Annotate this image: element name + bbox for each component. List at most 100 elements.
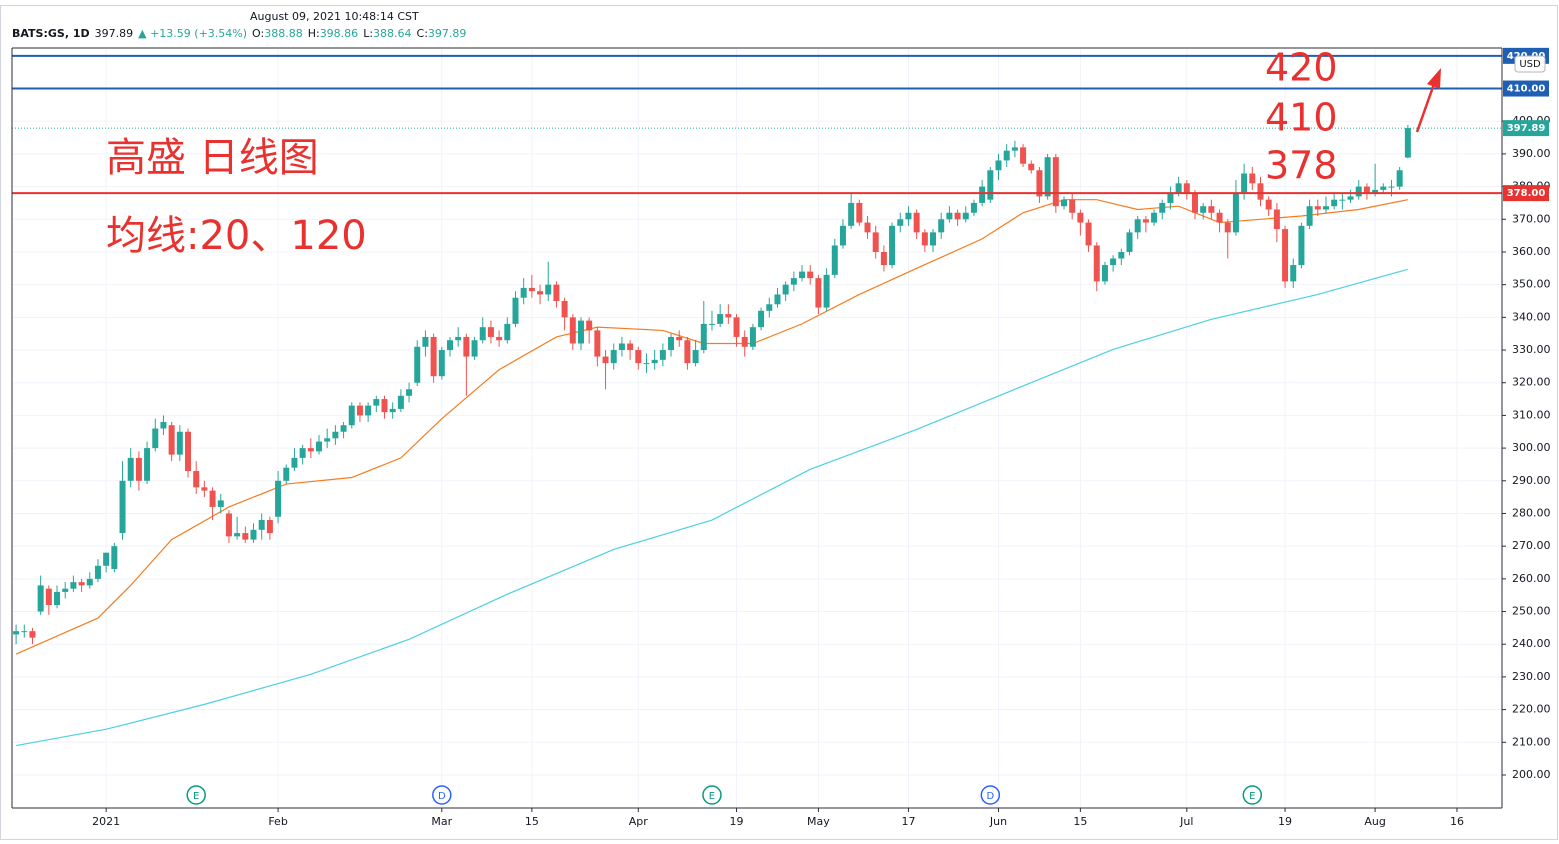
timestamp: August 09, 2021 10:48:14 CST bbox=[250, 10, 419, 23]
event-marker bbox=[432, 785, 452, 805]
y-tick-label: 290.00 bbox=[1512, 474, 1551, 487]
candle-body bbox=[45, 588, 52, 606]
level-label-box bbox=[1503, 185, 1549, 202]
candle-body bbox=[790, 278, 797, 285]
candle-body bbox=[995, 160, 1002, 171]
x-tick-label: May bbox=[807, 815, 830, 828]
candle-body bbox=[1314, 206, 1321, 210]
candle-body bbox=[152, 428, 159, 449]
y-tick-label: 250.00 bbox=[1512, 605, 1551, 618]
candle-body bbox=[553, 284, 560, 302]
candle-body bbox=[520, 287, 527, 298]
candle-body bbox=[930, 232, 937, 246]
candle-body bbox=[1044, 157, 1051, 197]
level-label: 378.00 bbox=[1507, 188, 1546, 199]
candle-body bbox=[1101, 265, 1108, 282]
y-tick-label: 370.00 bbox=[1512, 212, 1551, 225]
candle-body bbox=[54, 591, 61, 606]
candle-body bbox=[962, 212, 969, 220]
candle-body bbox=[1249, 173, 1256, 184]
ohlc-value: 398.86 bbox=[320, 27, 359, 40]
candle-body bbox=[1167, 193, 1174, 203]
annotation-ma: 均线:20、120 bbox=[106, 213, 367, 259]
candle-body bbox=[1380, 186, 1387, 190]
x-tick-label: 2021 bbox=[92, 815, 120, 828]
candle-body bbox=[1282, 229, 1289, 282]
candle-body bbox=[512, 297, 519, 324]
candle-body bbox=[979, 186, 986, 203]
candle-body bbox=[733, 317, 740, 337]
candle-body bbox=[307, 448, 314, 452]
y-tick-label: 360.00 bbox=[1512, 245, 1551, 258]
candle-body bbox=[1339, 199, 1346, 201]
ohlc-value: 388.64 bbox=[373, 27, 412, 40]
y-tick-label: 340.00 bbox=[1512, 310, 1551, 323]
candle-body bbox=[766, 304, 773, 311]
candle-body bbox=[438, 350, 445, 377]
candle-body bbox=[299, 448, 306, 458]
event-marker bbox=[702, 785, 722, 805]
candle-body bbox=[487, 327, 494, 337]
y-tick-label: 220.00 bbox=[1512, 703, 1551, 716]
event-marker bbox=[1242, 785, 1263, 805]
candle-body bbox=[1404, 128, 1411, 158]
y-tick-label: 320.00 bbox=[1512, 376, 1551, 389]
candle-body bbox=[1363, 186, 1370, 194]
x-tick-label: 16 bbox=[1450, 815, 1464, 828]
candle-body bbox=[160, 421, 167, 429]
candle-body bbox=[684, 340, 691, 364]
y-tick-label: 230.00 bbox=[1512, 670, 1551, 683]
y-tick-label: 260.00 bbox=[1512, 572, 1551, 585]
y-tick-label: 270.00 bbox=[1512, 539, 1551, 552]
candle-body bbox=[889, 225, 896, 266]
candle-body bbox=[62, 588, 69, 592]
candle-body bbox=[1110, 258, 1117, 266]
candle-body bbox=[643, 363, 650, 365]
candle-body bbox=[1028, 163, 1035, 171]
ohlc-value: 397.89 bbox=[428, 27, 467, 40]
candle-body bbox=[94, 565, 101, 579]
candle-body bbox=[856, 202, 863, 223]
candle-body bbox=[373, 399, 380, 406]
level-label: 410.00 bbox=[1507, 84, 1546, 95]
candle-body bbox=[463, 336, 470, 357]
candle-body bbox=[283, 467, 290, 481]
candle-body bbox=[340, 425, 347, 432]
candle-body bbox=[217, 500, 224, 507]
candle-body bbox=[1093, 245, 1100, 282]
candle-body bbox=[1396, 170, 1403, 187]
ohlc-label: L: bbox=[363, 27, 373, 40]
candle-body bbox=[135, 457, 142, 481]
candle-body bbox=[586, 320, 593, 331]
candle-body bbox=[807, 271, 814, 279]
arrow-head bbox=[1427, 68, 1441, 89]
moving-average bbox=[15, 268, 1409, 747]
candle-body bbox=[332, 431, 339, 439]
candle-body bbox=[921, 232, 928, 246]
candle-body bbox=[119, 480, 126, 534]
candle-body bbox=[258, 520, 265, 530]
event-label: E bbox=[193, 791, 199, 802]
candle-body bbox=[1036, 170, 1043, 197]
candle-body bbox=[569, 317, 576, 344]
candle-body bbox=[406, 389, 413, 396]
candle-body bbox=[414, 346, 421, 383]
candle-body bbox=[21, 631, 28, 633]
candle-body bbox=[1388, 186, 1395, 188]
candle-body bbox=[708, 323, 715, 325]
candle-body bbox=[618, 343, 625, 351]
candle-body bbox=[1020, 147, 1027, 164]
candle-body bbox=[848, 202, 855, 226]
candle-body bbox=[897, 219, 904, 226]
candle-body bbox=[1077, 212, 1084, 223]
candle-body bbox=[1257, 183, 1264, 200]
candle-body bbox=[1331, 199, 1338, 207]
candle-body bbox=[168, 425, 175, 455]
candle-body bbox=[839, 225, 846, 246]
candle-body bbox=[1298, 225, 1305, 266]
candle-body bbox=[479, 327, 486, 341]
candle-body bbox=[1052, 157, 1059, 207]
candle-body bbox=[987, 170, 994, 200]
